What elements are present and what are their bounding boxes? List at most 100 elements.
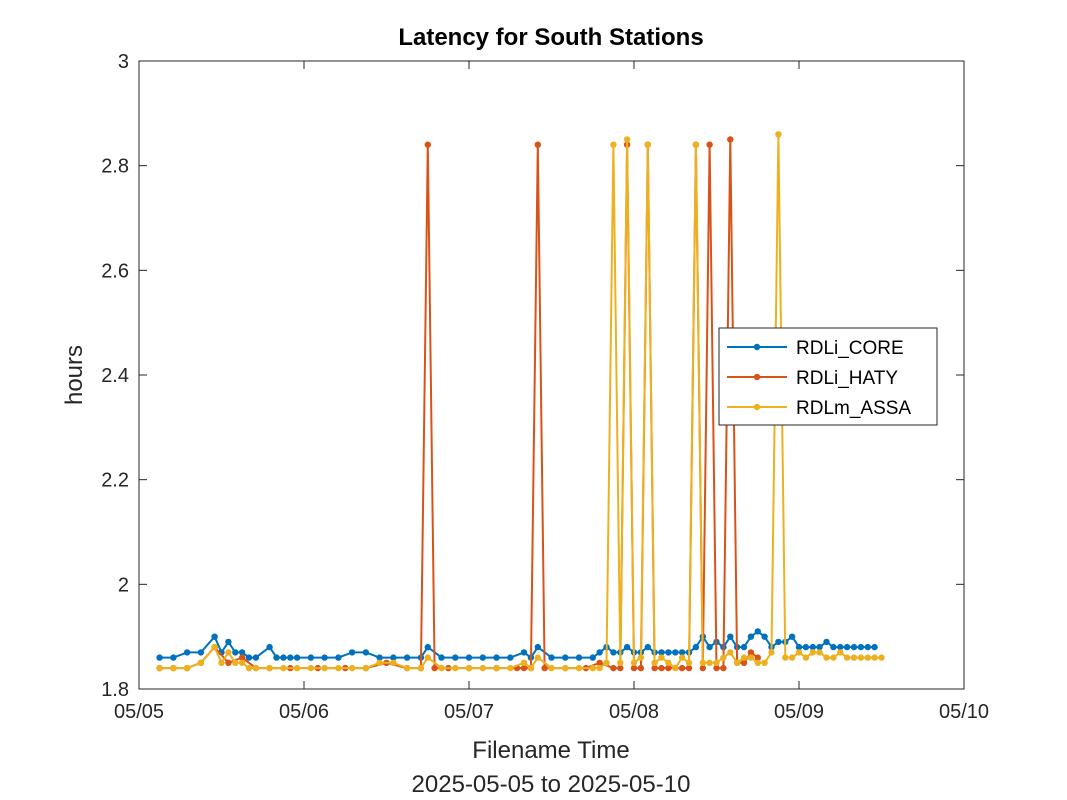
data-point-rdlm-assa [823,654,830,661]
data-point-rdli-core [727,633,734,640]
data-point-rdlm-assa [610,141,617,148]
data-point-rdlm-assa [183,664,191,672]
data-point-rdlm-assa [376,659,383,666]
data-point-rdlm-assa [672,664,679,672]
data-point-rdlm-assa [775,131,782,138]
data-point-rdli-core [507,654,514,661]
data-point-rdlm-assa [575,664,583,672]
data-point-rdli-core [823,638,830,646]
data-point-rdli-core [156,654,163,661]
data-point-rdli-core [871,643,878,651]
data-point-rdlm-assa [637,654,645,661]
data-point-rdli-core [843,643,851,651]
data-point-rdlm-assa [170,664,177,672]
data-point-rdlm-assa [562,664,569,672]
data-point-rdlm-assa [754,659,761,666]
data-point-rdli-haty [225,659,232,666]
data-point-rdlm-assa [335,664,342,672]
data-point-rdlm-assa [403,664,411,672]
data-point-rdli-core [232,649,239,656]
data-point-rdlm-assa [479,664,486,672]
data-point-rdlm-assa [713,659,720,666]
data-point-rdli-core [280,654,287,661]
y-tick-label: 1.8 [101,679,129,701]
data-point-rdlm-assa [507,664,514,672]
series-rdlm-assa [156,131,885,672]
data-point-rdli-haty [747,649,755,656]
legend-marker [753,343,761,351]
data-point-rdlm-assa [534,654,541,661]
data-point-rdlm-assa [424,654,431,661]
data-point-rdli-core [706,643,713,651]
data-point-rdlm-assa [871,654,878,661]
data-point-rdlm-assa [197,659,205,666]
data-point-rdli-core [610,649,617,656]
data-point-rdli-core [795,643,803,651]
data-point-rdli-core [225,638,232,646]
legend: RDLi_CORE RDLi_HATY RDLm_ASSA [718,327,938,426]
data-point-rdlm-assa [293,664,301,672]
data-point-rdli-haty [534,141,541,148]
axis-ticks: 05/05 05/06 05/07 05/08 05/09 05/10 1.8 2 2.2 2.4… [101,51,989,723]
data-point-rdlm-assa [238,659,246,666]
data-point-rdli-core [665,649,672,656]
data-point-rdli-core [465,654,473,661]
data-point-rdli-haty [685,664,693,672]
data-point-rdli-core [170,654,177,661]
data-point-rdlm-assa [321,664,328,672]
data-point-rdli-core [403,654,411,661]
data-point-rdlm-assa [699,659,706,666]
data-point-rdlm-assa [830,654,837,661]
data-point-rdli-core [438,654,445,661]
data-point-rdli-haty [727,136,734,143]
data-point-rdli-core [692,643,700,651]
data-point-rdlm-assa [520,659,528,666]
data-point-rdlm-assa [225,649,232,656]
data-point-rdli-haty [541,664,548,672]
data-point-rdli-haty [520,664,528,672]
data-point-rdli-core [740,643,748,651]
data-point-rdlm-assa [843,654,851,661]
data-point-rdlm-assa [740,654,748,661]
chart-title: Latency for South Stations [398,24,703,51]
data-point-rdlm-assa [452,664,459,672]
y-tick-label: 3 [118,51,129,73]
legend-label: RDLi_CORE [796,338,904,359]
y-tick-label: 2.4 [101,365,129,387]
data-point-rdli-core [348,649,356,656]
x-tick-label: 05/08 [609,701,659,723]
data-point-rdlm-assa [630,659,638,666]
data-point-rdlm-assa [816,649,823,656]
data-point-rdli-core [802,643,810,651]
data-point-rdli-core [754,628,761,635]
data-point-rdli-core [658,649,665,656]
data-point-rdlm-assa [857,654,865,661]
data-point-rdli-core [245,654,253,661]
data-point-rdlm-assa [678,654,686,661]
data-point-rdlm-assa [644,141,651,148]
data-point-rdlm-assa [837,649,844,656]
series-rdli-core [156,628,878,661]
x-axis-title: Filename Time [472,737,629,764]
x-tick-label: 05/07 [444,701,494,723]
x-tick-label: 05/10 [939,701,989,723]
data-point-rdlm-assa [156,664,163,672]
data-point-rdli-haty [424,141,431,148]
x-axis-subtitle: 2025-05-05 to 2025-05-10 [412,771,691,798]
data-point-rdli-core [857,643,865,651]
data-point-rdli-core [335,654,342,661]
data-point-rdlm-assa [733,659,741,666]
data-point-rdli-core [493,654,500,661]
data-point-rdlm-assa [802,654,810,661]
data-point-rdli-haty [651,664,658,672]
data-point-rdli-core [362,649,370,656]
data-point-rdlm-assa [658,654,665,661]
data-point-rdlm-assa [809,649,816,656]
data-point-rdli-core [376,654,383,661]
data-point-rdlm-assa [617,659,624,666]
data-point-rdlm-assa [266,664,273,672]
legend-marker [753,403,761,411]
data-point-rdlm-assa [864,654,871,661]
data-point-rdli-core [761,633,768,640]
